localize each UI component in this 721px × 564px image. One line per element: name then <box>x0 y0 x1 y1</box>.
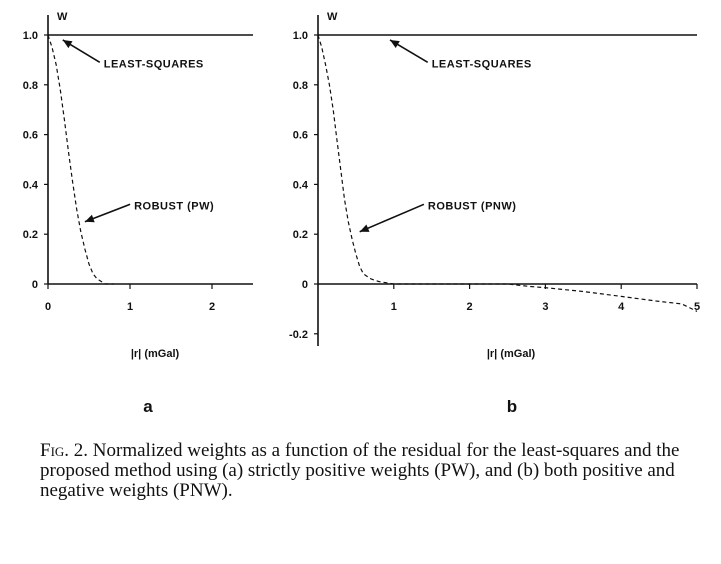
y-tick-label-b: 0.8 <box>293 80 308 92</box>
y-tick-label-b: 0.4 <box>293 179 309 191</box>
y-tick-label-b: 1.0 <box>293 30 308 42</box>
robust-curve-a <box>47 34 114 285</box>
x-tick-label-b: 1 <box>391 301 397 313</box>
y-axis-label-a: W <box>57 11 68 23</box>
figure-caption: Fig. 2. Normalized weights as a function… <box>40 441 700 501</box>
y-tick-label-a: 0.4 <box>23 179 39 191</box>
x-tick-label-b: 4 <box>618 301 625 313</box>
x-tick-label-b: 3 <box>542 301 548 313</box>
y-tick-label-b: 0 <box>302 279 308 291</box>
x-axis-label-b: |r| (mGal) <box>487 348 536 360</box>
annotation-label-a: ROBUST (PW) <box>134 200 214 212</box>
arrowhead-a <box>84 214 95 223</box>
arrowhead-a <box>62 40 73 49</box>
annotation-label-a: LEAST-SQUARES <box>104 58 204 70</box>
panel-letter-a: a <box>143 397 153 416</box>
annotation-label-b: ROBUST (PNW) <box>428 200 517 212</box>
x-tick-label-a: 2 <box>209 301 215 313</box>
arrowhead-b <box>359 224 370 232</box>
y-axis-label-b: W <box>327 11 338 23</box>
panel-letter-b: b <box>507 397 517 416</box>
x-tick-label-b: 5 <box>694 301 700 313</box>
x-tick-label-a: 1 <box>127 301 133 313</box>
robust-curve-b <box>317 34 698 312</box>
arrow-b <box>359 203 425 233</box>
caption-text: Normalized weights as a function of the … <box>40 440 680 501</box>
y-tick-label-b: -0.2 <box>289 329 308 341</box>
caption-label: Fig. 2. <box>40 440 89 461</box>
annotation-label-b: LEAST-SQUARES <box>432 58 532 70</box>
arrowhead-b <box>390 40 400 48</box>
y-tick-label-b: 0.6 <box>293 130 308 142</box>
x-tick-label-b: 2 <box>467 301 473 313</box>
y-tick-label-a: 0.2 <box>23 229 38 241</box>
y-tick-label-a: 1.0 <box>23 30 38 42</box>
x-axis-label-a: |r| (mGal) <box>131 348 180 360</box>
y-tick-label-a: 0.6 <box>23 130 38 142</box>
figure: 0 0.2 0.4 0.6 0.8 1.0 0 1 2 LEAST-SQUARES ROBUST (… <box>23 11 700 416</box>
y-tick-label-a: 0.8 <box>23 80 38 92</box>
y-tick-label-a: 0 <box>32 279 38 291</box>
x-tick-label-a: 0 <box>45 301 51 313</box>
y-tick-label-b: 0.2 <box>293 229 308 241</box>
